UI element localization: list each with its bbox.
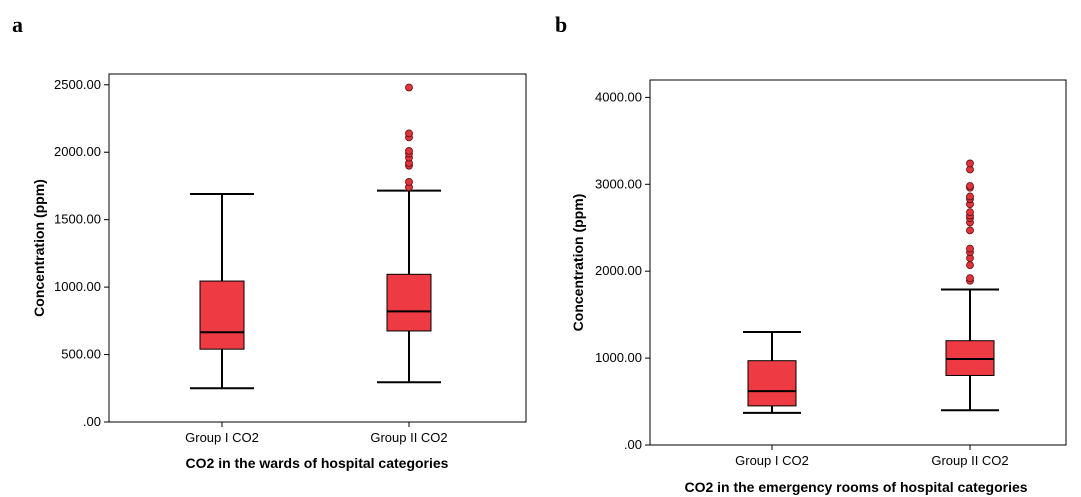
y-tick-label: 4000.00 [595, 89, 642, 104]
iqr-box [747, 360, 797, 407]
outlier-point [966, 274, 974, 283]
y-tick-label: 1000.00 [595, 350, 642, 365]
outlier-point [966, 244, 974, 253]
outlier-point [405, 83, 413, 92]
y-tick-label: 1500.00 [54, 212, 101, 227]
y-tick-label: .00 [624, 437, 642, 452]
outlier-point [966, 192, 974, 201]
outlier-point [966, 208, 974, 216]
box-group-i [743, 331, 801, 414]
y-axis-title: Concentration (ppm) [570, 194, 586, 332]
y-tick-label: .00 [83, 414, 101, 429]
outlier-point [966, 159, 974, 168]
x-tick-label: Group I CO2 [185, 430, 259, 445]
box-group-ii [377, 83, 441, 384]
panel-label-a: a [12, 12, 23, 37]
outlier-point [405, 146, 413, 155]
outlier-point [405, 178, 413, 186]
plot-frame [108, 73, 527, 423]
outlier-point [966, 182, 974, 190]
chart-panel-b: .00 1000.00 2000.00 3000.00 4000.00 Concentra… [570, 79, 1067, 495]
x-axis-title: CO2 in the emergency rooms of hospital c… [684, 479, 1027, 495]
box-group-ii [941, 159, 999, 412]
plot-frame [649, 79, 1067, 446]
box-group-i [190, 193, 254, 390]
iqr-box [386, 273, 432, 332]
y-axis-title: Concentration (ppm) [31, 179, 47, 317]
y-tick-label: 1000.00 [54, 279, 101, 294]
y-tick-label: 2000.00 [595, 263, 642, 278]
x-tick-label: Group II CO2 [370, 430, 447, 445]
outlier-point [966, 261, 974, 270]
panel-label-b: b [555, 12, 568, 37]
y-tick-label: 2500.00 [54, 77, 101, 92]
x-axis-title: CO2 in the wards of hospital categories [186, 455, 449, 471]
y-tick-label: 2000.00 [54, 144, 101, 159]
chart-panel-a: .00 500.00 1000.00 1500.00 2000.00 2500.00 Con… [31, 73, 527, 471]
x-tick-label: Group I CO2 [735, 453, 809, 468]
iqr-box [199, 280, 245, 350]
outlier-point [966, 226, 974, 235]
y-tick-label: 500.00 [61, 347, 101, 362]
outlier-point [405, 129, 413, 138]
x-tick-label: Group II CO2 [931, 453, 1008, 468]
y-tick-label: 3000.00 [595, 176, 642, 191]
